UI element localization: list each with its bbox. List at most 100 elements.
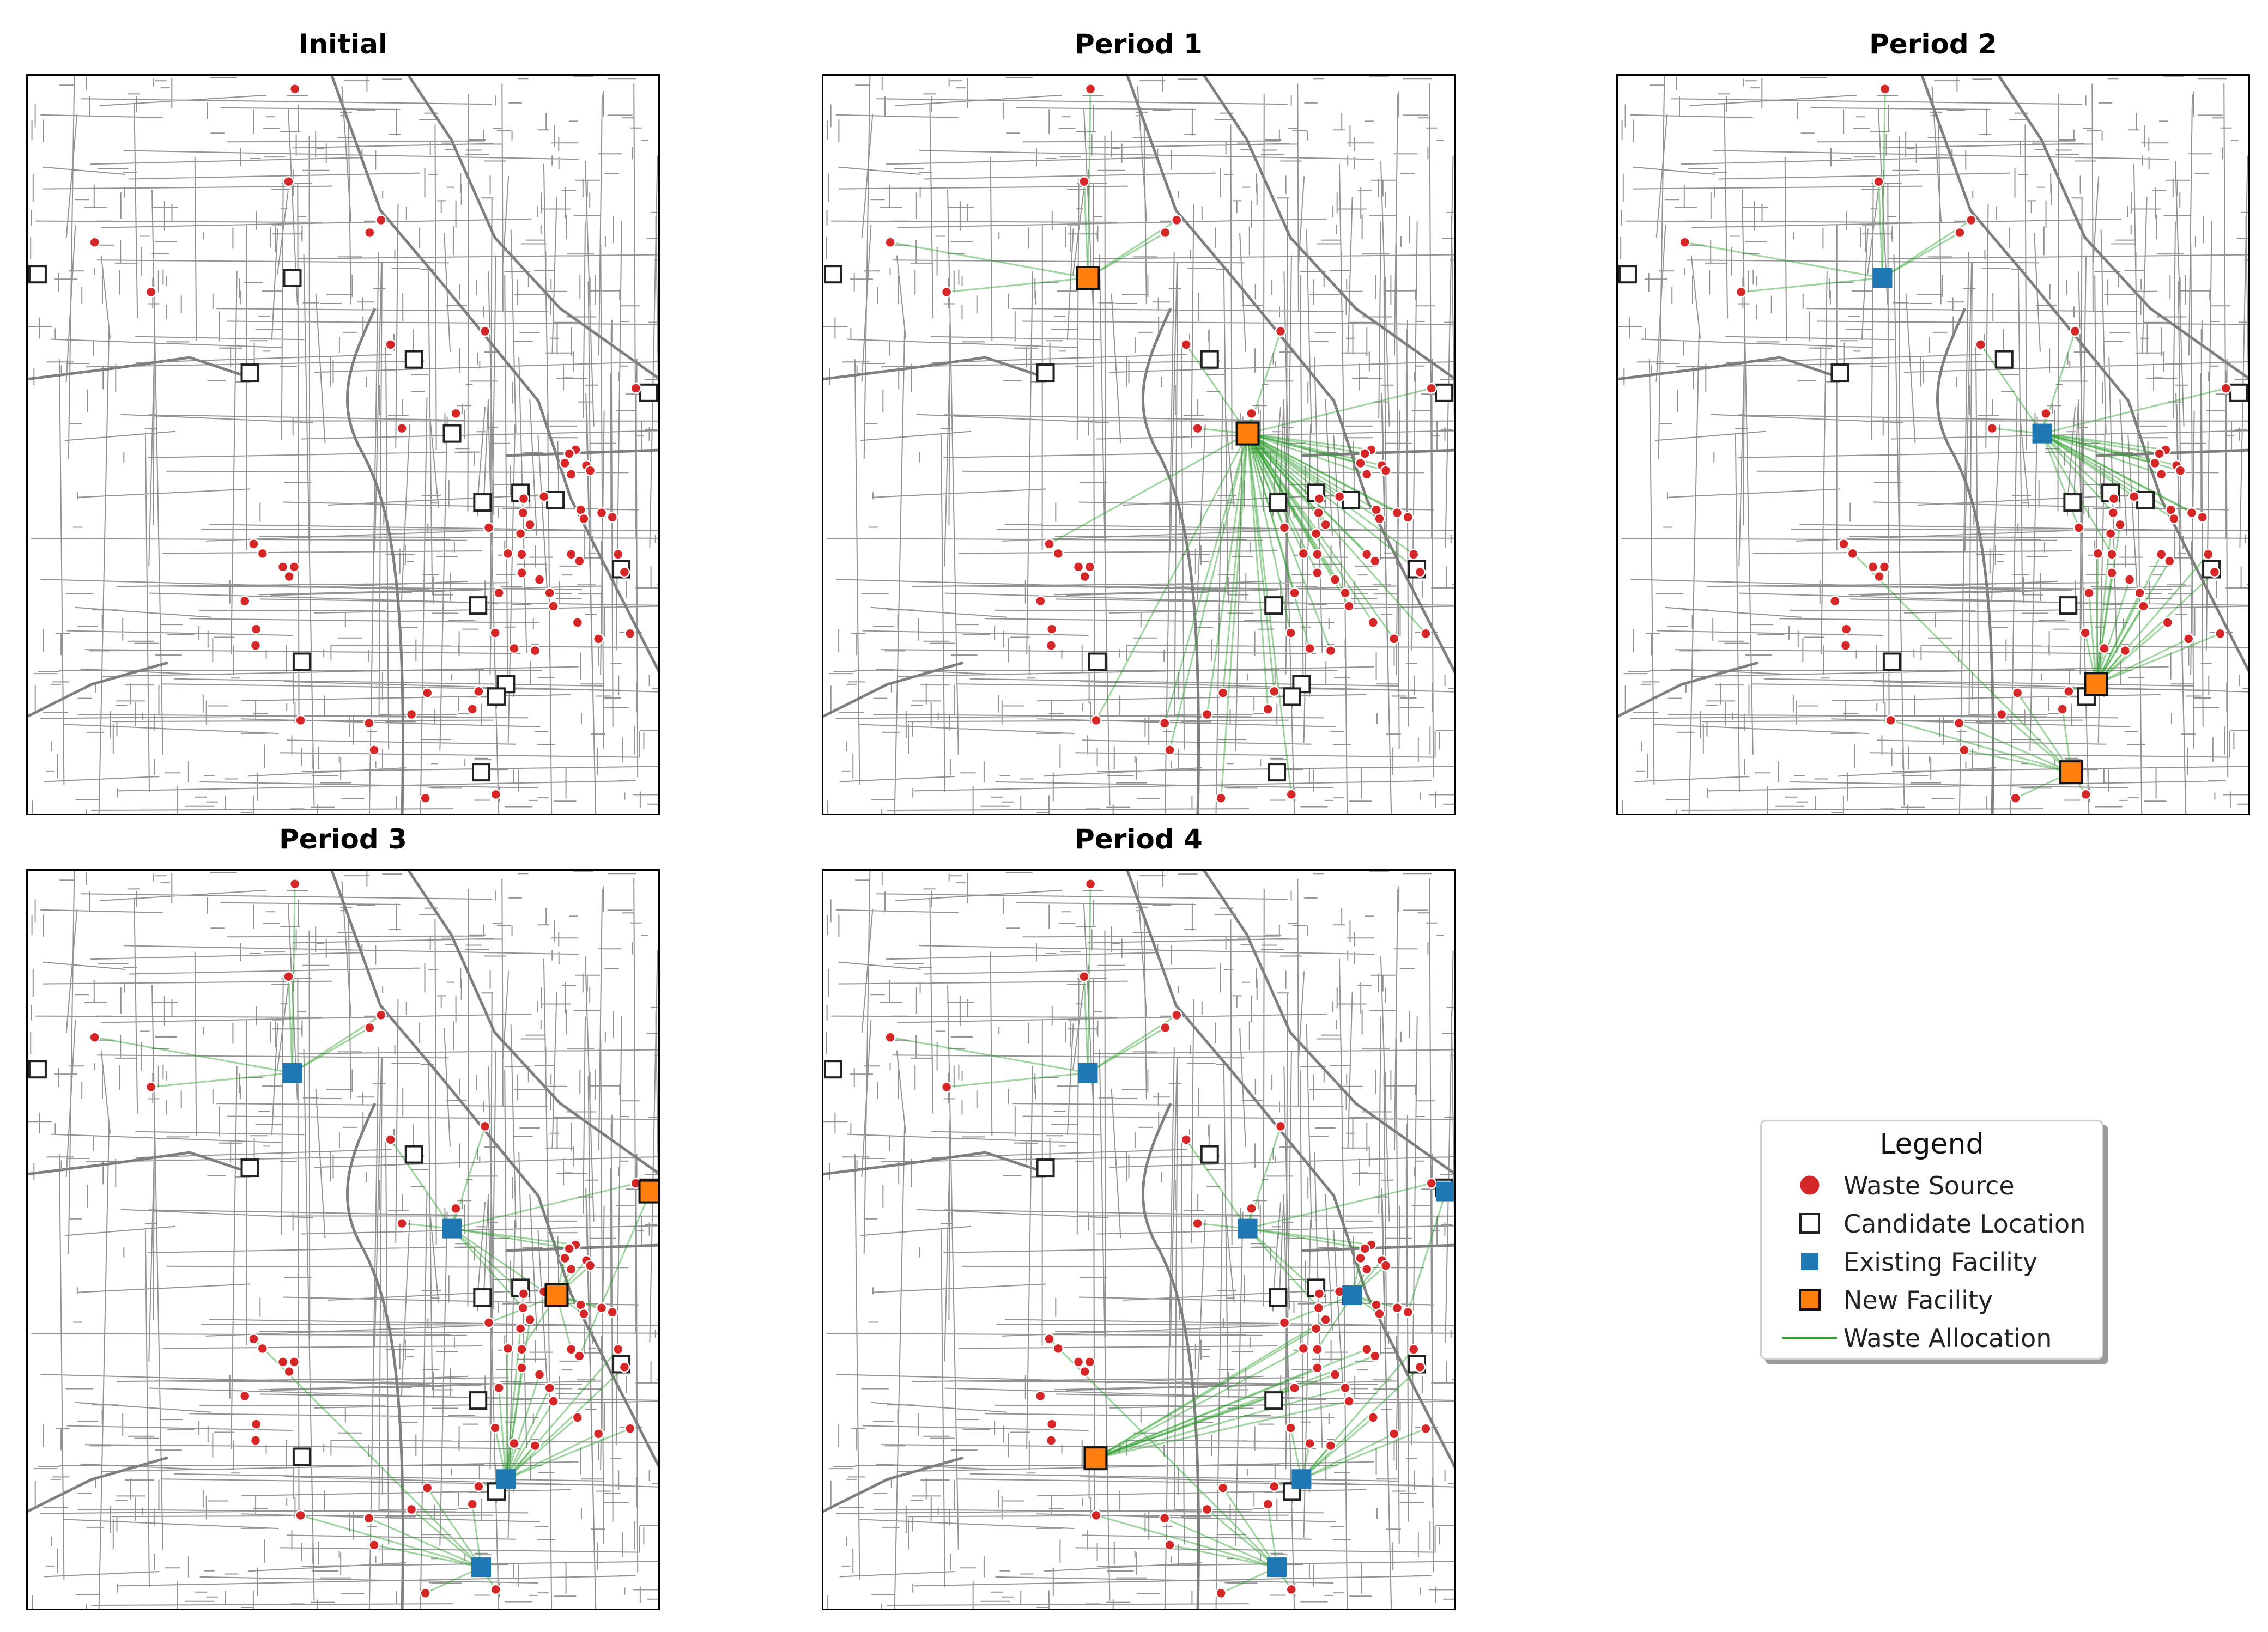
map-panel-period-3: Period 3 — [26, 819, 660, 1610]
allocation-line — [1095, 1327, 1317, 1459]
candidate-marker — [1269, 1288, 1288, 1307]
candidate-marker — [240, 363, 259, 383]
candidate-marker — [1269, 493, 1288, 512]
map-frame — [822, 869, 1456, 1610]
waste-source-marker — [2182, 633, 2194, 645]
waste-source-marker — [1269, 685, 1280, 697]
map-background — [26, 74, 660, 815]
waste-source-marker — [420, 1587, 431, 1599]
new-facility-marker — [638, 1179, 660, 1204]
waste-source-marker — [1084, 878, 1096, 890]
major-road — [1616, 356, 1846, 381]
waste-source-marker — [1046, 1418, 1058, 1430]
waste-source-marker — [1246, 408, 1257, 420]
existing-facility-marker — [1342, 1285, 1362, 1305]
allocation-line — [1247, 433, 1292, 633]
allocation-line — [292, 1027, 371, 1074]
allocation-line — [368, 1517, 482, 1568]
waste-source-marker — [289, 878, 301, 890]
allocation-line — [1083, 976, 1089, 1073]
waste-source-marker — [2010, 792, 2021, 804]
allocation-line — [505, 1366, 625, 1480]
allocation-line — [2095, 571, 2215, 685]
new-facility-marker — [1083, 1446, 1108, 1471]
allocation-line — [1247, 433, 1367, 475]
allocation-line — [498, 1387, 507, 1479]
waste-source-marker — [1164, 744, 1175, 756]
candidate-marker — [473, 493, 492, 512]
waste-source-marker — [283, 571, 295, 583]
waste-source-marker — [1090, 1509, 1102, 1521]
waste-source-marker — [2155, 549, 2167, 560]
allocation-line — [1301, 1433, 1394, 1480]
waste-source-marker — [1078, 175, 1090, 187]
legend-label: Existing Facility — [1843, 1247, 2038, 1277]
waste-source-marker — [1402, 1307, 1414, 1318]
waste-source-marker — [2106, 549, 2118, 560]
allocation-line — [1095, 1387, 1295, 1459]
candidate-marker — [1088, 652, 1107, 671]
major-road — [1141, 307, 1200, 815]
major-road — [2095, 448, 2250, 457]
existing-facility-marker — [282, 1063, 302, 1083]
allocation-line — [1247, 433, 1374, 623]
waste-source-marker — [517, 1302, 529, 1314]
waste-source-marker — [1072, 1356, 1084, 1368]
major-road — [26, 661, 168, 719]
waste-source-marker — [2155, 469, 2167, 480]
map-panel-period-1: Period 1 — [822, 24, 1456, 815]
waste-source-marker — [1289, 587, 1300, 599]
allocation-line — [2042, 433, 2160, 454]
waste-source-marker — [473, 1481, 484, 1493]
waste-source-marker — [368, 1539, 380, 1551]
waste-source-marker — [548, 1396, 559, 1407]
waste-source-marker — [250, 1435, 262, 1446]
waste-source-marker — [1380, 1260, 1392, 1271]
allocation-line — [505, 1387, 550, 1479]
waste-source-marker — [1367, 617, 1379, 628]
legend-item-waste-source: Waste Source — [1762, 1166, 2102, 1204]
waste-source-marker — [1285, 788, 1297, 800]
waste-source-marker — [884, 1032, 896, 1043]
major-road — [406, 74, 660, 381]
waste-source-marker — [257, 548, 269, 560]
allocation-line — [1220, 433, 1249, 798]
waste-source-marker — [1312, 1362, 1323, 1374]
waste-source-marker — [2197, 512, 2209, 523]
candidate-marker — [240, 1158, 259, 1178]
waste-source-marker — [257, 1343, 269, 1355]
waste-source-marker — [1262, 1498, 1274, 1510]
legend-label: Waste Allocation — [1843, 1324, 2052, 1353]
allocation-line — [1095, 1355, 1375, 1459]
waste-source-marker — [2099, 642, 2110, 654]
major-road — [1301, 1243, 1456, 1252]
allocation-line — [1247, 433, 1421, 573]
waste-source-marker — [1313, 507, 1325, 519]
waste-source-marker — [502, 548, 514, 560]
waste-source-marker — [420, 792, 431, 804]
waste-source-marker — [565, 1264, 577, 1275]
waste-source-marker — [1840, 623, 1852, 635]
waste-source-marker — [1180, 339, 1192, 350]
allocation-line — [2016, 692, 2072, 773]
waste-source-marker — [490, 1584, 502, 1595]
existing-facility-marker — [496, 1469, 516, 1489]
allocation-line — [2042, 433, 2162, 475]
allocation-line — [1206, 433, 1249, 715]
waste-source-marker — [1159, 1513, 1171, 1524]
allocation-line — [1048, 1338, 1278, 1568]
waste-source-marker — [277, 1356, 289, 1368]
allocation-line — [426, 1487, 482, 1568]
major-road — [345, 1102, 405, 1610]
map-canvas — [1616, 74, 2250, 815]
existing-facility-marker — [1238, 1218, 1258, 1239]
allocation-line — [2095, 560, 2170, 685]
waste-source-marker — [1369, 555, 1381, 567]
waste-source-marker — [516, 549, 527, 560]
candidate-marker — [472, 763, 491, 782]
waste-source-marker — [283, 970, 294, 982]
map-canvas — [26, 869, 660, 1610]
existing-facility-marker — [1267, 1557, 1287, 1578]
waste-source-marker — [405, 708, 417, 720]
allocation-line — [1163, 433, 1248, 724]
